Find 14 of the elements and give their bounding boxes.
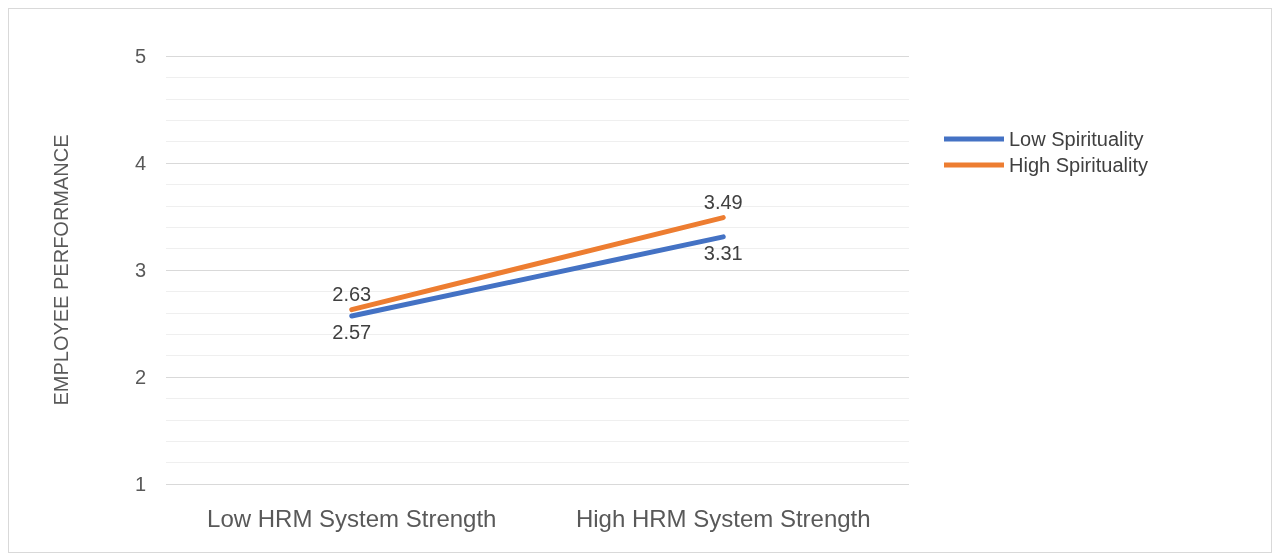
data-label: 2.63 xyxy=(332,282,372,305)
x-tick-label: High HRM System Strength xyxy=(575,504,871,532)
y-tick-label: 2 xyxy=(134,366,146,388)
x-tick-label: Low HRM System Strength xyxy=(207,504,497,532)
y-axis-title: EMPLOYEE PERFORMANCE xyxy=(50,134,72,406)
data-label: 3.49 xyxy=(703,190,743,213)
legend-label: High Spirituality xyxy=(1009,154,1148,176)
data-label: 2.57 xyxy=(332,321,372,344)
y-tick-label: 4 xyxy=(134,152,146,174)
data-label: 3.31 xyxy=(703,241,743,264)
legend-label: Low Spirituality xyxy=(1009,128,1144,150)
y-tick-label: 3 xyxy=(134,259,146,281)
y-tick-label: 5 xyxy=(134,45,146,67)
y-tick-label: 1 xyxy=(134,473,146,495)
